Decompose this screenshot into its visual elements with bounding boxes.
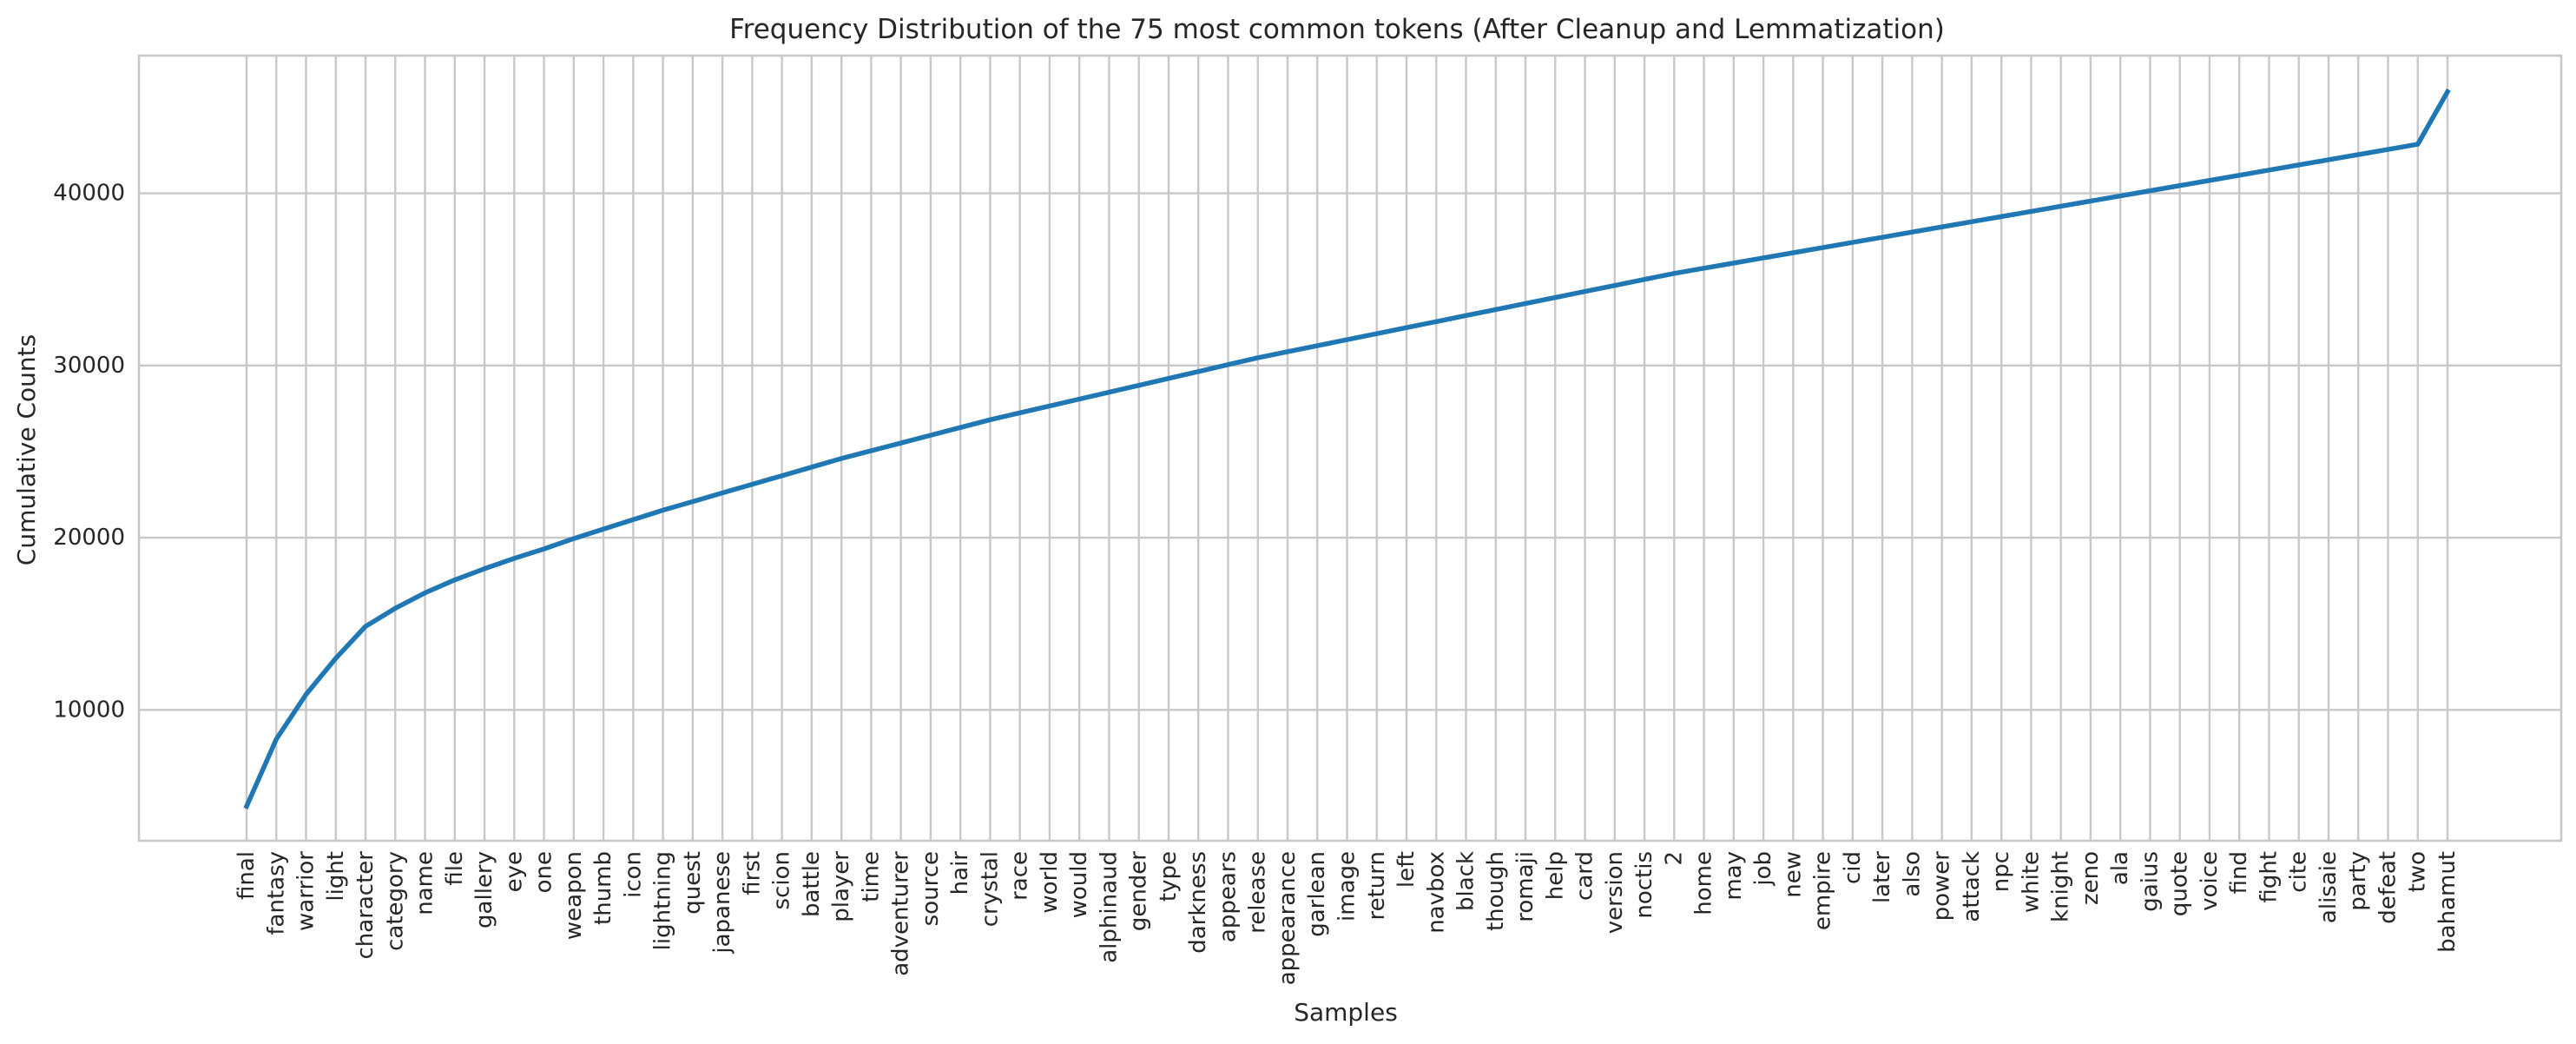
x-axis-label: Samples <box>1294 998 1398 1027</box>
x-tick-label: gender <box>1126 851 1152 931</box>
x-tick-label: hair <box>947 851 973 895</box>
x-tick-label: warrior <box>293 851 320 931</box>
x-tick-label: appears <box>1215 851 1241 942</box>
x-tick-label: garlean <box>1304 851 1330 937</box>
x-tick-label: first <box>739 851 765 895</box>
x-tick-label: lightning <box>650 851 676 950</box>
chart-title: Frequency Distribution of the 75 most co… <box>729 14 1945 45</box>
x-tick-label: name <box>412 851 438 915</box>
x-tick-label: world <box>1037 851 1063 914</box>
horizontal-grid <box>139 192 2561 711</box>
x-tick-label: card <box>1572 851 1598 901</box>
x-tick-label: empire <box>1810 851 1836 930</box>
x-tick-label: crystal <box>977 851 1003 927</box>
x-tick-label: adventurer <box>888 851 914 976</box>
x-tick-label: eye <box>501 851 527 892</box>
x-tick-label: return <box>1364 851 1390 921</box>
x-tick-label: player <box>828 851 854 922</box>
x-tick-label: fight <box>2256 851 2282 903</box>
x-tick-label: 2 <box>1661 851 1687 866</box>
x-tick-label: gallery <box>471 851 497 928</box>
x-tick-label: release <box>1245 851 1271 934</box>
x-tick-label: race <box>1007 851 1033 901</box>
y-tick-label: 40000 <box>53 181 125 207</box>
x-tick-label: appearance <box>1275 851 1301 985</box>
x-tick-label: black <box>1453 851 1479 911</box>
x-tick-label: scion <box>769 851 795 909</box>
x-tick-label: zeno <box>2078 851 2104 905</box>
x-tick-label: party <box>2345 851 2371 911</box>
x-tick-label: source <box>918 851 944 926</box>
x-tick-label: find <box>2226 851 2252 894</box>
x-tick-label: noctis <box>1631 851 1657 919</box>
x-tick-label: home <box>1691 851 1717 915</box>
x-tick-label: navbox <box>1423 851 1449 934</box>
x-tick-label: later <box>1869 851 1895 903</box>
x-tick-label: job <box>1750 851 1776 887</box>
y-tick-label: 10000 <box>53 697 125 723</box>
x-tick-label: file <box>442 851 468 886</box>
x-tick-label: defeat <box>2375 851 2401 924</box>
x-tick-label: gaius <box>2137 851 2163 912</box>
x-tick-label: character <box>352 851 379 960</box>
x-tick-label: thumb <box>590 851 616 925</box>
x-tick-label: icon <box>620 851 646 898</box>
x-tick-label: power <box>1929 851 1955 922</box>
x-tick-label: type <box>1156 851 1182 902</box>
series-line-cumulative-counts <box>243 88 2451 809</box>
x-tick-label: category <box>382 851 408 951</box>
x-tick-label: alisaie <box>2316 851 2342 923</box>
x-tick-label: two <box>2405 851 2431 892</box>
x-tick-label: romaji <box>1512 851 1538 922</box>
x-tick-label: though <box>1483 851 1509 931</box>
x-tick-label: darkness <box>1185 851 1211 954</box>
x-tick-label: quest <box>680 851 706 915</box>
x-tick-label: one <box>531 851 557 893</box>
plot-frame <box>137 54 2563 842</box>
y-tick-labels: 10000 20000 30000 40000 <box>53 181 125 724</box>
x-tick-label: version <box>1602 851 1628 934</box>
x-tick-label: light <box>323 851 349 902</box>
x-tick-label: left <box>1393 851 1420 888</box>
x-tick-label: alphinaud <box>1096 851 1122 963</box>
x-tick-label: cid <box>1840 851 1866 884</box>
x-tick-label: final <box>234 851 260 900</box>
x-tick-label: would <box>1066 851 1092 918</box>
x-tick-label: japanese <box>709 851 735 955</box>
x-tick-label: may <box>1721 851 1747 901</box>
x-tick-label: also <box>1899 851 1925 897</box>
x-tick-label: bahamut <box>2434 851 2461 953</box>
y-tick-label: 20000 <box>53 525 125 551</box>
x-tick-label: help <box>1542 851 1568 900</box>
y-tick-label: 30000 <box>53 353 125 379</box>
x-tick-label: time <box>858 851 884 902</box>
x-tick-label: new <box>1780 851 1806 898</box>
x-tick-label: ala <box>2107 851 2133 885</box>
x-tick-label: attack <box>1959 851 1985 922</box>
x-tick-label: npc <box>1988 851 2014 892</box>
x-tick-label: voice <box>2197 851 2223 911</box>
x-tick-labels: final fantasy warrior light character categor… <box>234 851 2461 986</box>
x-tick-label: image <box>1334 851 1360 922</box>
x-tick-label: weapon <box>561 851 587 940</box>
x-tick-label: battle <box>799 851 825 917</box>
x-tick-label: quote <box>2167 851 2193 916</box>
x-tick-label: white <box>2018 851 2044 913</box>
x-tick-label: fantasy <box>263 851 289 935</box>
x-tick-label: knight <box>2048 851 2074 922</box>
y-axis-label: Cumulative Counts <box>12 334 41 565</box>
x-tick-label: cite <box>2286 851 2312 893</box>
